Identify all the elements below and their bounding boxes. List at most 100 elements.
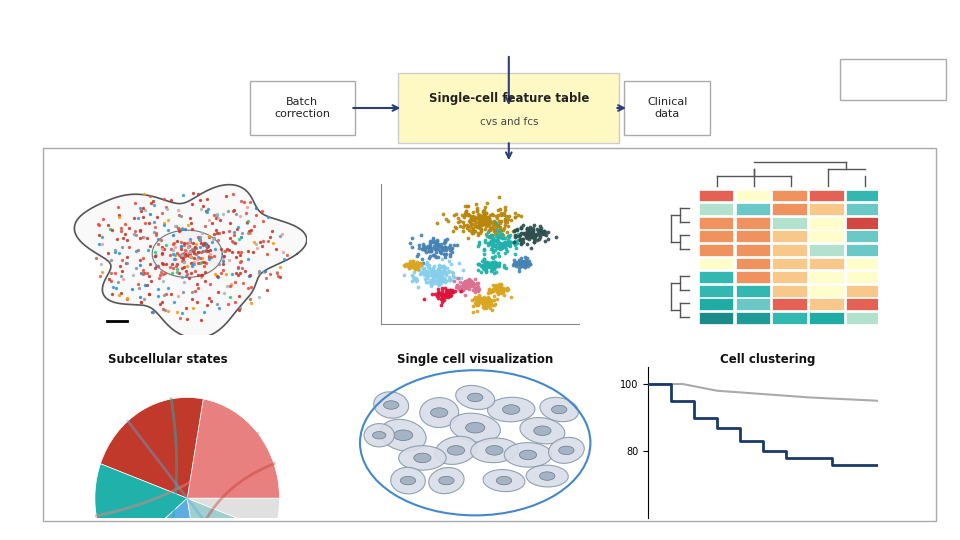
Point xyxy=(511,232,526,241)
Point xyxy=(492,285,508,293)
Point xyxy=(478,208,493,217)
Point xyxy=(466,212,481,220)
Point xyxy=(232,211,248,220)
Point xyxy=(230,222,246,231)
Point xyxy=(435,210,450,219)
Point xyxy=(495,287,511,296)
Point xyxy=(91,240,107,248)
Point xyxy=(481,259,496,268)
Point xyxy=(111,291,127,300)
Point xyxy=(103,225,118,233)
Point xyxy=(265,239,280,247)
Point xyxy=(474,295,490,304)
Point xyxy=(236,279,252,287)
Point xyxy=(436,267,451,276)
Point xyxy=(484,245,499,253)
Point xyxy=(195,240,210,249)
Point xyxy=(262,233,277,242)
Point xyxy=(490,233,505,241)
Point xyxy=(430,268,445,276)
Point xyxy=(525,224,540,232)
Point xyxy=(532,226,547,234)
Point xyxy=(488,237,503,246)
Point xyxy=(426,273,442,281)
Point xyxy=(220,207,235,215)
Point xyxy=(252,269,267,278)
Point xyxy=(485,239,500,247)
Point xyxy=(206,251,222,260)
Point xyxy=(110,277,126,286)
Point xyxy=(432,267,447,276)
Point xyxy=(459,282,474,291)
Point xyxy=(246,248,261,256)
Point xyxy=(207,269,223,278)
Point xyxy=(149,231,164,239)
Point xyxy=(209,210,225,218)
Point xyxy=(180,242,196,251)
Point xyxy=(125,285,140,293)
Point xyxy=(428,238,444,246)
Point xyxy=(450,274,466,282)
Point xyxy=(437,235,452,244)
Point xyxy=(477,202,492,211)
Point xyxy=(213,216,228,225)
Point xyxy=(108,284,124,292)
Point xyxy=(458,206,473,215)
Point xyxy=(499,284,515,292)
Point xyxy=(199,242,214,251)
Point xyxy=(537,237,552,245)
Bar xyxy=(735,299,770,310)
Point xyxy=(514,239,529,247)
Point xyxy=(428,248,444,256)
Point xyxy=(515,259,530,267)
Point xyxy=(471,240,487,248)
Point xyxy=(228,210,244,219)
Point xyxy=(216,247,231,256)
Point xyxy=(215,228,230,237)
Point xyxy=(136,294,152,303)
Point xyxy=(176,255,191,264)
Point xyxy=(469,298,485,306)
Point xyxy=(470,294,486,302)
Point xyxy=(164,269,180,278)
Point xyxy=(158,203,174,212)
Point xyxy=(419,248,434,256)
Point xyxy=(510,260,525,269)
Point xyxy=(481,287,496,296)
Point xyxy=(431,262,446,271)
Point xyxy=(174,238,189,246)
Point xyxy=(232,268,248,277)
Point xyxy=(473,294,489,302)
Point xyxy=(477,225,492,233)
Point xyxy=(533,224,548,233)
Bar xyxy=(699,217,733,228)
Point xyxy=(188,244,204,253)
Point xyxy=(198,267,213,276)
Point xyxy=(113,272,129,281)
Point xyxy=(415,239,430,248)
Text: Single-cell feature table: Single-cell feature table xyxy=(428,92,589,105)
Point xyxy=(175,251,190,259)
Point xyxy=(540,234,555,243)
Point xyxy=(231,234,247,243)
Point xyxy=(183,259,199,267)
Point xyxy=(492,286,508,295)
Point xyxy=(469,280,485,289)
Point xyxy=(260,213,276,222)
Point xyxy=(448,283,464,292)
Point xyxy=(469,307,485,315)
Bar xyxy=(735,203,770,215)
Point xyxy=(533,228,548,237)
Point xyxy=(532,222,547,231)
Point xyxy=(472,215,488,224)
Point xyxy=(107,248,122,256)
Point xyxy=(449,280,465,289)
Point xyxy=(480,293,495,301)
Point xyxy=(141,290,156,299)
Point xyxy=(461,278,476,286)
Point xyxy=(463,278,478,287)
Point xyxy=(522,222,538,231)
Point xyxy=(471,218,487,227)
Point xyxy=(132,234,148,242)
Point xyxy=(270,269,285,278)
